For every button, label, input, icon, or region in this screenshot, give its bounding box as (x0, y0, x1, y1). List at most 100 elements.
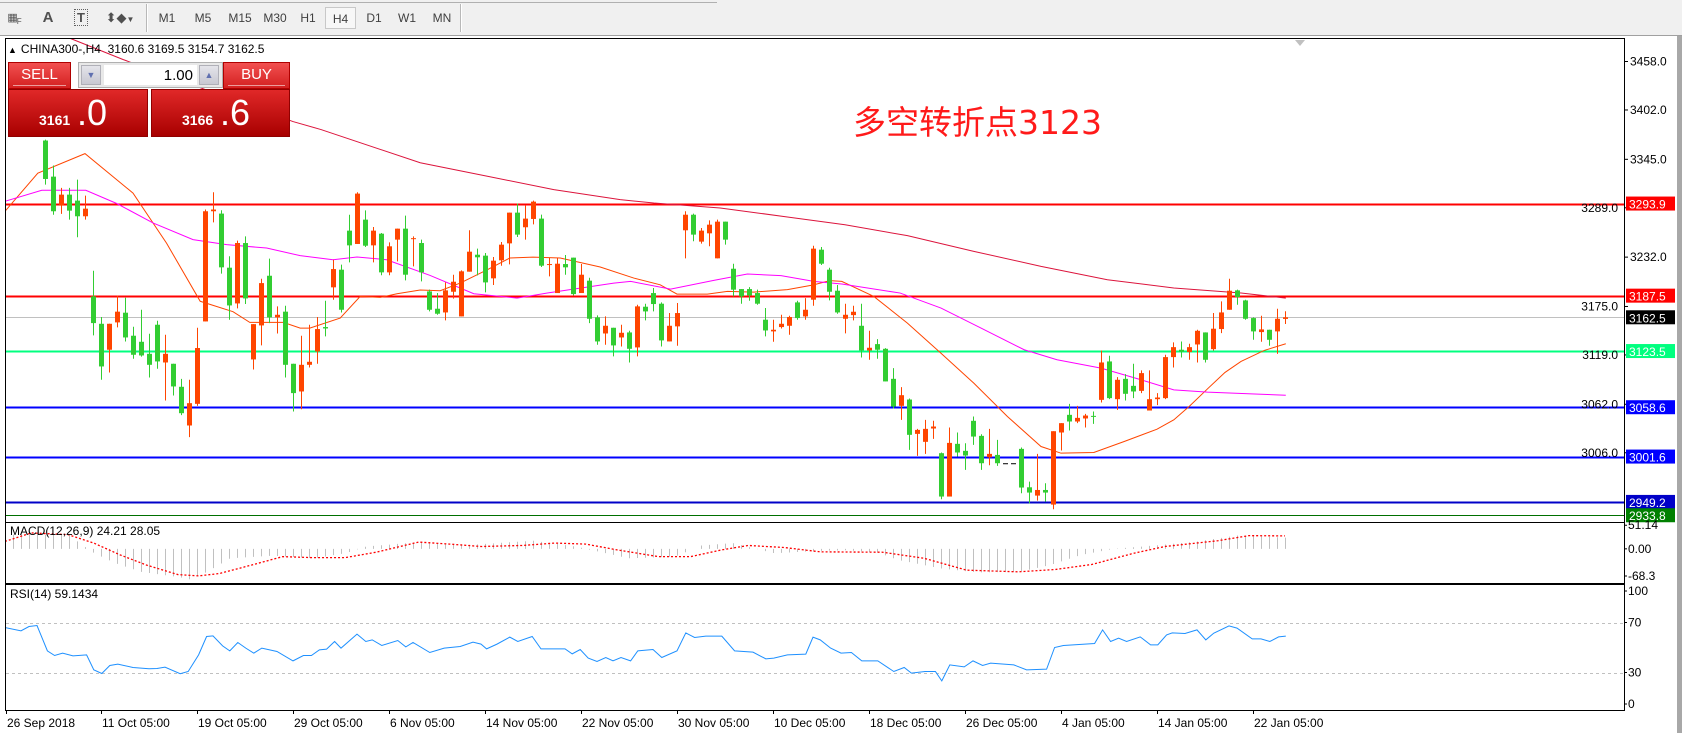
timeframe-h4[interactable]: H4 (325, 7, 356, 29)
candle-body (787, 317, 792, 326)
candle (563, 255, 568, 275)
macd-title: MACD(12,26,9) 24.21 28.05 (10, 524, 160, 538)
candle-body (331, 269, 336, 288)
candle (731, 263, 736, 297)
candle (1195, 329, 1200, 363)
candle (483, 252, 488, 293)
candle (131, 326, 136, 359)
candle-body (715, 221, 720, 259)
candle-body (275, 314, 280, 318)
candle-body (43, 140, 48, 179)
buy-price-box[interactable]: 3166 .6 (151, 89, 290, 137)
timeframe-h1[interactable]: H1 (300, 11, 316, 25)
price-level-label-bg (1626, 508, 1675, 523)
lot-increase-button[interactable]: ▲ (199, 65, 219, 85)
macd-axis-label: 0.00 (1628, 542, 1652, 556)
timeframe-m15[interactable]: M15 (228, 11, 252, 25)
timeframe-m1[interactable]: M1 (158, 11, 176, 25)
candle (339, 264, 344, 313)
candle (1179, 341, 1184, 358)
timeframe-w1[interactable]: W1 (398, 11, 416, 25)
buy-price-fraction: .6 (220, 92, 251, 133)
ohlc-readout: 3160.6 3169.5 3154.7 3162.5 (107, 42, 265, 56)
collapse-triangle-icon[interactable]: ▲ (8, 45, 17, 55)
candle-body (971, 420, 976, 437)
one-click-trading-panel: SELL ▼ ▲ BUY 3161 .0 3166 .6 (8, 62, 290, 137)
candle-body (451, 281, 456, 292)
candle-body (67, 194, 72, 211)
text-label-icon[interactable]: T (70, 8, 92, 28)
timeframe-m5[interactable]: M5 (194, 11, 212, 25)
candle-body (739, 289, 744, 297)
candle (1275, 308, 1280, 354)
price-level-label-bg (1626, 449, 1675, 464)
price-level-label-bg (1626, 196, 1675, 211)
rsi-axis-label: 100 (1628, 584, 1648, 598)
candle (291, 363, 296, 412)
timeframe-mn[interactable]: MN (432, 11, 452, 25)
candle (1211, 313, 1216, 351)
candle (403, 215, 408, 281)
toolbar-separator (460, 4, 462, 32)
candle (195, 327, 200, 406)
candle-body (1235, 290, 1240, 298)
candle (995, 439, 1000, 466)
candle-body (1219, 312, 1224, 330)
candle-body (563, 264, 568, 268)
arrows-icon[interactable]: ⬍◆▼ (105, 10, 135, 25)
price-axis-label: 3175.0 (1581, 299, 1618, 313)
candle (611, 327, 616, 357)
time-axis-label: 26 Sep 2018 (7, 716, 75, 730)
candle (227, 256, 232, 320)
candle-body (1155, 397, 1160, 400)
candle (83, 195, 88, 220)
candle (1075, 405, 1080, 424)
candle (755, 289, 760, 305)
timeframe-d1[interactable]: D1 (366, 11, 382, 25)
candle (867, 330, 872, 360)
price-level-label: 3293.9 (1629, 198, 1666, 212)
candle (587, 277, 592, 324)
candle-body (1035, 489, 1040, 496)
candle (1203, 332, 1208, 363)
candle-body (523, 218, 528, 228)
candle (1115, 377, 1120, 410)
candle-body (907, 399, 912, 435)
candle (1083, 413, 1088, 428)
price-level-label-bg (1626, 494, 1675, 509)
lot-stepper: ▼ ▲ (78, 62, 223, 88)
candle-body (411, 238, 416, 240)
candle-body (851, 311, 856, 316)
buy-button[interactable]: BUY (223, 62, 290, 89)
lot-decrease-button[interactable]: ▼ (81, 65, 101, 85)
toolbar-separator (146, 4, 148, 32)
candle-body (571, 257, 576, 295)
candle-body (107, 323, 112, 350)
grid-f-icon[interactable]: ▦F (7, 12, 21, 27)
candle (539, 214, 544, 267)
time-axis-label: 18 Dec 05:00 (870, 716, 942, 730)
candle (1155, 393, 1160, 406)
candle-body (403, 228, 408, 275)
candle (643, 303, 648, 321)
timeframe-m30[interactable]: M30 (263, 11, 287, 25)
sell-price-box[interactable]: 3161 .0 (8, 89, 148, 137)
candle-body (947, 442, 952, 497)
candle-body (259, 283, 264, 326)
candle-body (731, 268, 736, 290)
lot-size-input[interactable] (104, 65, 197, 85)
text-a-icon[interactable]: A (42, 9, 54, 26)
candle (155, 320, 160, 369)
sell-button[interactable]: SELL (8, 62, 71, 89)
candle (1123, 374, 1128, 401)
candle (187, 379, 192, 438)
candle-body (99, 323, 104, 367)
candle-body (1115, 379, 1120, 400)
candle-body (643, 306, 648, 312)
candle-body (171, 363, 176, 387)
candle (115, 295, 120, 328)
candle-body (803, 309, 808, 317)
chart-annotation-text[interactable]: 多空转折点3123 (853, 103, 1102, 142)
candle (347, 214, 352, 263)
